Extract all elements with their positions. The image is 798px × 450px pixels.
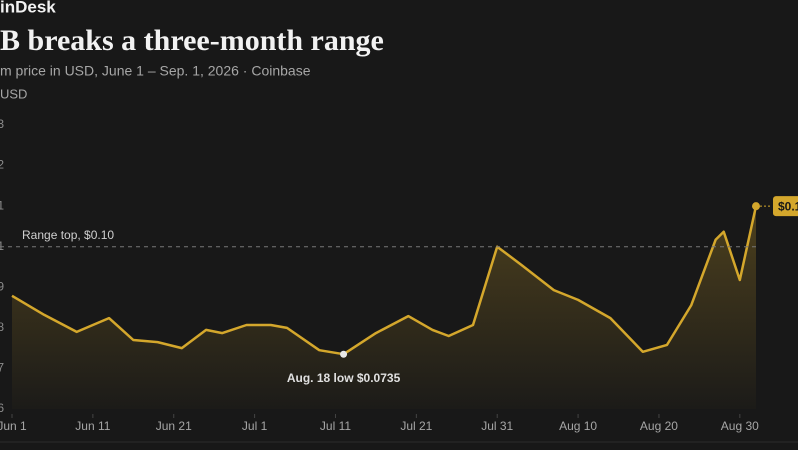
annotation: Aug. 18 low $0.0735: [287, 371, 401, 385]
end-label: $0.11: [778, 199, 798, 213]
x-tick-label: Jun 1: [0, 419, 27, 433]
y-tick-label: 0.07: [0, 361, 4, 375]
brand: inDesk: [0, 0, 56, 16]
annotation: Range top, $0.10: [22, 228, 114, 242]
chart-title: B breaks a three-month range: [0, 24, 384, 57]
x-tick-label: Jul 11: [320, 419, 351, 433]
y-tick-label: 0.13: [0, 117, 4, 131]
x-tick-label: Aug 10: [559, 419, 597, 433]
x-tick-label: Jul 31: [481, 419, 513, 433]
x-tick-label: Jun 21: [156, 419, 192, 433]
y-axis-label: USD: [0, 86, 27, 101]
low-marker: [340, 350, 348, 358]
y-tick-label: 0.1: [0, 239, 4, 253]
area: [12, 206, 756, 409]
chart-subtitle: m price in USD, June 1 – Sep. 1, 2026 · …: [0, 63, 311, 79]
x-tick-label: Jul 21: [400, 419, 432, 433]
x-tick-label: Aug 30: [721, 419, 759, 433]
end-marker: [752, 202, 760, 211]
line: [11, 205, 758, 356]
end-label-box: [773, 196, 798, 217]
x-tick-label: Aug 20: [640, 419, 678, 433]
y-tick-label: 0.12: [0, 158, 4, 172]
x-tick-label: Jun 11: [75, 419, 110, 433]
x-tick-label: Jul 1: [242, 419, 268, 433]
y-tick-label: 0.11: [0, 198, 4, 212]
y-tick-label: 0.08: [0, 320, 4, 334]
y-tick-label: 0.06: [0, 401, 4, 415]
y-tick-label: 0.09: [0, 279, 4, 293]
